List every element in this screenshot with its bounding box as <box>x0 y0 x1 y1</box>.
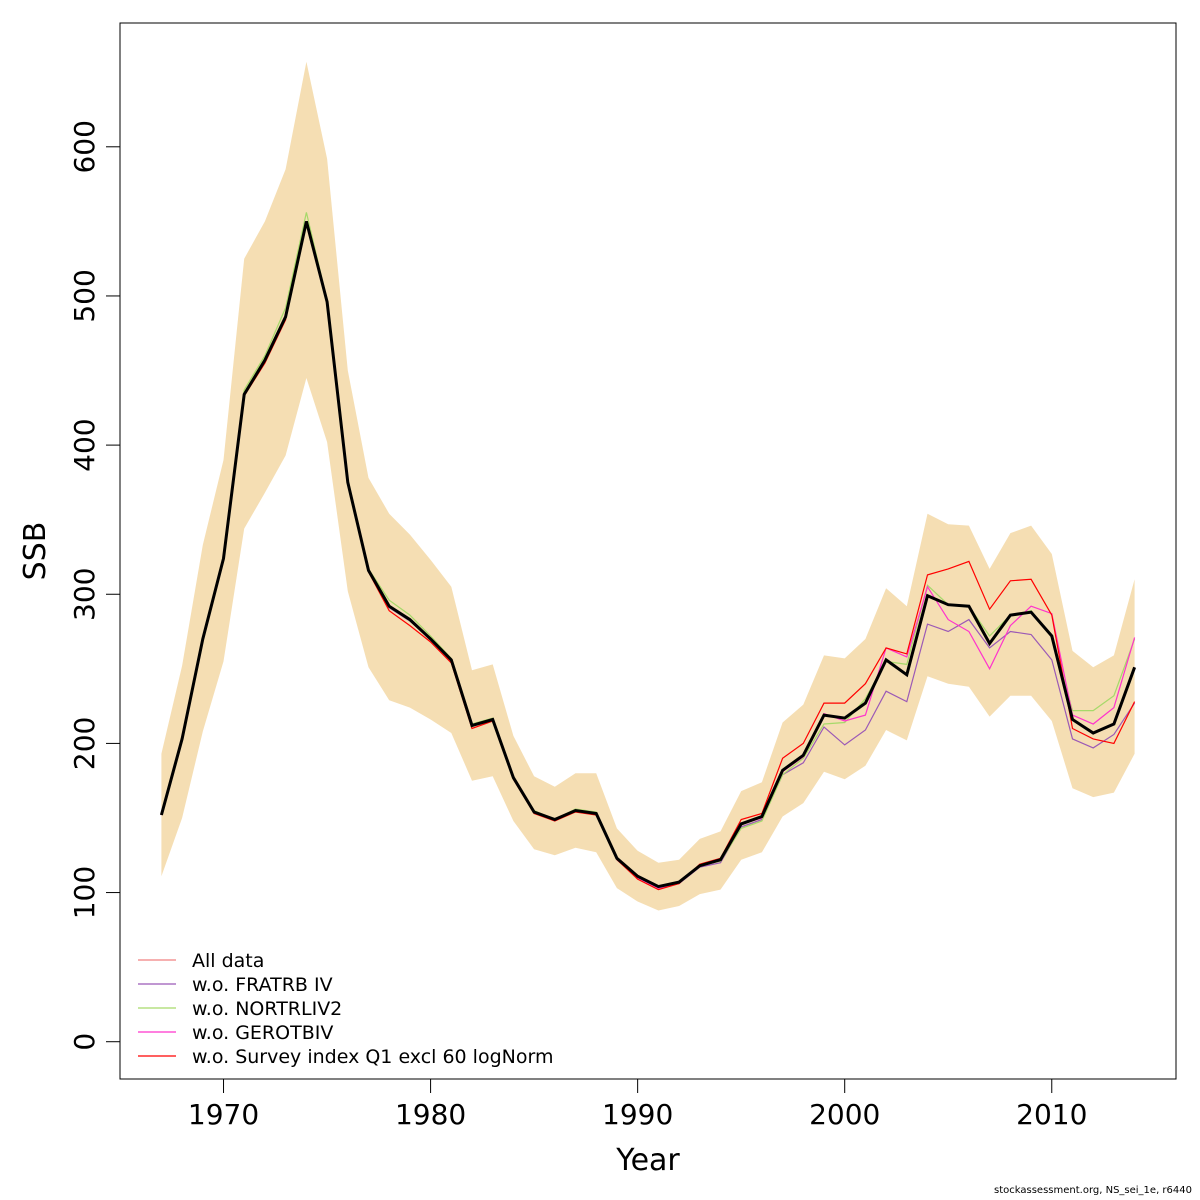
main-estimate-line <box>159 221 1137 889</box>
y-tick-label: 500 <box>68 269 101 322</box>
confidence-band-area <box>161 61 1135 911</box>
main-line <box>159 221 1137 889</box>
y-axis-title: SSB <box>18 522 53 581</box>
x-axis-title: Year <box>615 1143 680 1178</box>
y-tick-label: 600 <box>68 120 101 173</box>
y-tick-label: 400 <box>68 418 101 471</box>
confidence-band <box>161 61 1135 911</box>
x-tick-label: 1970 <box>188 1098 259 1131</box>
y-tick-label: 300 <box>68 568 101 621</box>
legend-label: w.o. NORTRLIV2 <box>192 998 342 1020</box>
y-tick-label: 0 <box>68 1033 101 1051</box>
x-tick-label: 2000 <box>809 1098 880 1131</box>
legend-label: w.o. FRATRB IV <box>192 974 333 996</box>
x-tick-label: 1980 <box>395 1098 466 1131</box>
x-tick-label: 2010 <box>1016 1098 1087 1131</box>
x-axis: 1970 1980 1990 2000 2010 <box>188 1078 1087 1131</box>
y-tick-label: 200 <box>68 717 101 770</box>
y-tick-label: 100 <box>68 866 101 919</box>
legend-label: w.o. GEROTBIV <box>192 1022 333 1044</box>
y-axis: 0 100 200 300 400 500 600 <box>68 120 121 1051</box>
x-tick-label: 1990 <box>602 1098 673 1131</box>
legend-label: w.o. Survey index Q1 excl 60 logNorm <box>192 1046 553 1068</box>
footer-note: stockassessment.org, NS_sei_1e, r6440 <box>994 1185 1192 1196</box>
legend-label: All data <box>192 950 264 972</box>
